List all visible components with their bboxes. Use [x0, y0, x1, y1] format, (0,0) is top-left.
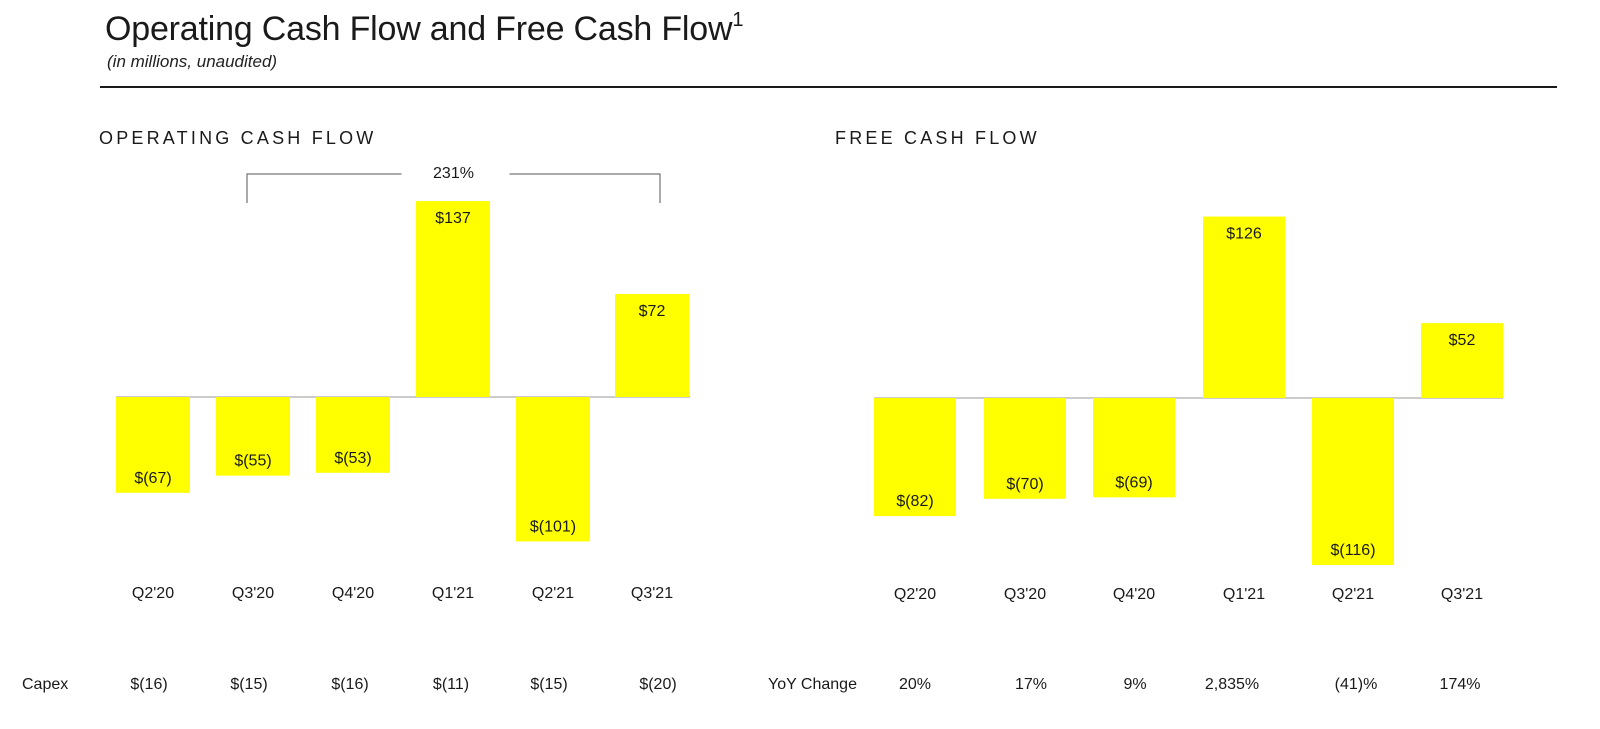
yoy-change-row-label: YoY Change — [768, 676, 857, 693]
ocf-data-label: $(53) — [334, 450, 371, 467]
fcf-category-label: Q2'20 — [894, 586, 936, 603]
ocf-data-label: $(101) — [530, 518, 576, 535]
ocf-category-label: Q4'20 — [332, 585, 374, 602]
yoy-change-value: 9% — [1123, 676, 1147, 693]
ocf-bar — [516, 397, 590, 542]
fcf-bar — [1421, 323, 1503, 398]
ocf-bar — [615, 294, 689, 397]
operating-cash-flow-title: OPERATING CASH FLOW — [99, 128, 377, 148]
fcf-data-label: $(82) — [896, 493, 933, 510]
capex-value: $(15) — [230, 676, 268, 693]
page-title-text: Operating Cash Flow and Free Cash Flow — [105, 10, 733, 48]
title-footnote-marker: 1 — [732, 8, 744, 31]
yoy-change-value: 17% — [1014, 676, 1048, 693]
free-cash-flow-title: FREE CASH FLOW — [835, 128, 1040, 148]
fcf-data-label: $126 — [1226, 226, 1262, 243]
page-title: Operating Cash Flow and Free Cash Flow1 — [105, 8, 744, 49]
yoy-change-value: 2,835% — [1204, 676, 1260, 693]
yoy-change-value: 20% — [898, 676, 932, 693]
fcf-bar — [1093, 398, 1175, 498]
ocf-data-label: $(55) — [234, 453, 271, 470]
ocf-data-label: $72 — [639, 303, 666, 320]
capex-row-label: Capex — [22, 676, 69, 693]
fcf-bar — [984, 398, 1066, 499]
capex-value: $(11) — [432, 676, 470, 693]
fcf-bar — [874, 398, 956, 517]
ocf-growth-bracket-left — [246, 173, 402, 203]
yoy-change-value: 174% — [1439, 676, 1481, 693]
ocf-bar — [316, 397, 390, 473]
fcf-category-label: Q4'20 — [1113, 586, 1155, 603]
fcf-data-label: $(116) — [1330, 542, 1375, 559]
ocf-bar — [116, 397, 190, 493]
capex-value: $(20) — [639, 676, 677, 693]
capex-value: $(16) — [331, 676, 369, 693]
header-divider — [100, 86, 1557, 88]
fcf-category-label: Q2'21 — [1332, 586, 1374, 603]
ocf-category-label: Q2'21 — [532, 585, 574, 602]
fcf-data-label: $(70) — [1006, 476, 1043, 493]
ocf-category-label: Q1'21 — [432, 585, 474, 602]
ocf-bar — [216, 397, 290, 476]
ocf-growth-bracket-right — [509, 173, 661, 203]
page-subtitle: (in millions, unaudited) — [107, 52, 278, 71]
ocf-category-label: Q2'20 — [132, 585, 174, 602]
fcf-bar — [1312, 398, 1394, 566]
ocf-data-label: $137 — [435, 210, 471, 227]
fcf-category-label: Q1'21 — [1223, 586, 1265, 603]
ocf-category-label: Q3'20 — [232, 585, 274, 602]
fcf-category-label: Q3'20 — [1004, 586, 1046, 603]
ocf-category-label: Q3'21 — [631, 585, 673, 602]
capex-value: $(16) — [130, 676, 168, 693]
ocf-data-label: $(67) — [134, 470, 171, 487]
ocf-bar — [416, 201, 490, 397]
ocf-growth-annotation: 231% — [433, 165, 474, 182]
fcf-data-label: $(69) — [1115, 474, 1152, 491]
capex-value: $(15) — [530, 676, 568, 693]
fcf-data-label: $52 — [1449, 332, 1476, 349]
fcf-category-label: Q3'21 — [1441, 586, 1483, 603]
fcf-bar — [1203, 216, 1285, 398]
yoy-change-value: (41)% — [1334, 676, 1378, 693]
